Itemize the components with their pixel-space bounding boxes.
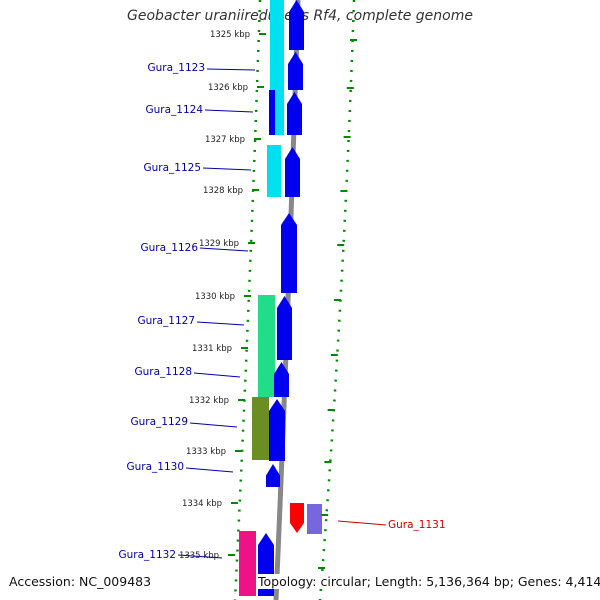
- kbp-tick-label: 1331 kbp: [192, 344, 232, 354]
- gene-label-gura-1126[interactable]: Gura_1126: [140, 242, 198, 254]
- kbp-tick-label: 1329 kbp: [199, 239, 239, 249]
- gene-leader-line: [185, 467, 234, 473]
- kbp-tick-label: 1334 kbp: [182, 499, 222, 509]
- kbp-tick-label: 1326 kbp: [208, 83, 248, 93]
- gene-label-gura-1128[interactable]: Gura_1128: [134, 366, 192, 378]
- gene-label-gura-1127[interactable]: Gura_1127: [137, 315, 195, 327]
- kbp-tick-label: 1328 kbp: [203, 186, 243, 196]
- gene-label-gura-1132[interactable]: Gura_1132: [118, 549, 176, 561]
- cds-arrow-gura-1127: [277, 296, 292, 360]
- gene-label-gura-1124[interactable]: Gura_1124: [145, 104, 203, 116]
- gene-leader-line: [177, 554, 223, 559]
- gene-leader-line: [193, 372, 241, 378]
- cds-arrow-gura-1123: [288, 52, 303, 90]
- cog-box-magenta: [239, 531, 256, 596]
- gene-leader-line: [196, 321, 245, 326]
- footer: Accession: NC_009483 Topology: circular;…: [0, 574, 600, 594]
- gene-label-gura-1125[interactable]: Gura_1125: [143, 162, 201, 174]
- gene-label-gura-1129[interactable]: Gura_1129: [130, 416, 188, 428]
- kbp-tick-label: 1333 kbp: [186, 447, 226, 457]
- gene-leader-line: [204, 109, 254, 113]
- cds-arrow-top: [289, 0, 304, 50]
- cds-arrow-gura-1130: [266, 464, 280, 487]
- cds-arrow-gura-1128: [274, 362, 289, 397]
- gene-label-gura-1123[interactable]: Gura_1123: [147, 62, 205, 74]
- gene-label-gura-1131[interactable]: Gura_1131: [388, 519, 446, 531]
- cds-arrow-gura-1125: [285, 147, 300, 197]
- cog-box-green: [258, 295, 275, 397]
- cog-box-blue: [269, 90, 275, 135]
- cds-arrow-gura-1124: [287, 92, 302, 135]
- genome-summary-text: Topology: circular; Length: 5,136,364 bp…: [258, 574, 600, 589]
- kbp-tick-label: 1330 kbp: [195, 292, 235, 302]
- cds-arrow-gura-1129: [269, 399, 285, 461]
- gene-leader-line: [202, 167, 252, 171]
- kbp-tick-label: 1327 kbp: [205, 135, 245, 145]
- cog-box-olive: [252, 397, 269, 460]
- kbp-tick-label: 1325 kbp: [210, 30, 250, 40]
- gene-leader-line: [206, 68, 256, 71]
- accession-text: Accession: NC_009483: [9, 574, 152, 589]
- kbp-tick-label: 1332 kbp: [189, 396, 229, 406]
- feature-boxes-layer: [239, 0, 322, 596]
- gene-leader-line: [199, 247, 249, 252]
- gene-leader-line: [337, 520, 387, 526]
- gene-label-gura-1130[interactable]: Gura_1130: [126, 461, 184, 473]
- cds-arrow-gura-1126: [281, 213, 297, 293]
- inner-tick-ring: [233, 0, 262, 600]
- gene-label-layer: Gura_1123 Gura_1124 Gura_1125 Gura_1126 Gura…: [118, 62, 445, 561]
- cog-box-lavender: [307, 504, 322, 534]
- cog-box-cyan-2: [267, 145, 281, 197]
- cds-arrow-gura-1131: [290, 503, 304, 533]
- gene-leader-line: [189, 422, 238, 428]
